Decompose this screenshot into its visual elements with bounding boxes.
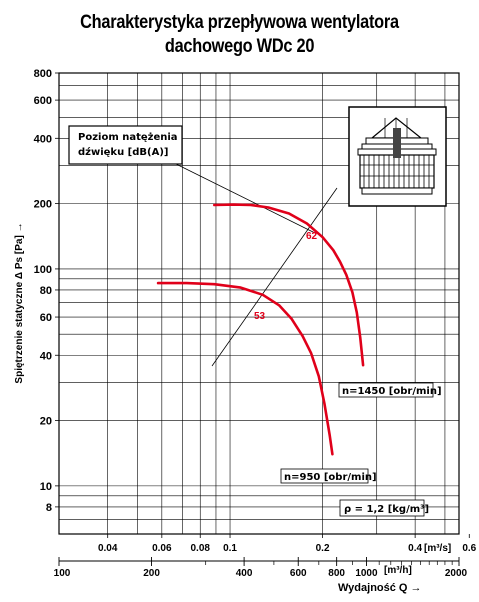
x-unit-m3h: [m³/h] bbox=[384, 565, 412, 576]
curve-series-1 bbox=[213, 203, 365, 367]
y-axis-label: Spiętrzenie statyczne Δ Ps [Pa] → bbox=[14, 222, 25, 383]
x-tick-label-m3s: 0.08 bbox=[191, 543, 211, 554]
y-tick-label: 8 bbox=[46, 502, 52, 514]
y-tick-label: 800 bbox=[34, 68, 52, 80]
y-tick-label: 10 bbox=[40, 481, 52, 493]
speed-label-box-1450 bbox=[338, 382, 434, 398]
speed-label-1450: n=1450 [obr/min] bbox=[342, 386, 442, 397]
x-tick-label-m3h: 2000 bbox=[445, 568, 468, 579]
y-tick-label: 100 bbox=[34, 264, 52, 276]
noise-box-line2: dźwięku [dB(A)] bbox=[78, 146, 168, 158]
x-tick-label-m3h: 800 bbox=[328, 568, 345, 579]
y-tick-label: 20 bbox=[40, 416, 52, 428]
chart-title-line2: dachowego WDc 20 bbox=[164, 36, 315, 57]
chart-title-line1: Charakterystyka przepływowa wentylatora bbox=[80, 12, 399, 33]
x-tick-label-m3h: 100 bbox=[54, 568, 71, 579]
x-tick-label-m3s: 0.1 bbox=[223, 543, 237, 554]
x-unit-m3s: [m³/s] bbox=[424, 543, 451, 554]
noise-box bbox=[68, 125, 183, 165]
x-tick-label-m3h: 600 bbox=[290, 568, 307, 579]
x-tick-label-m3h: 400 bbox=[236, 568, 253, 579]
speed-label-box-950 bbox=[280, 468, 369, 484]
x-tick-label-m3s: 0.06 bbox=[152, 543, 172, 554]
y-tick-label: 200 bbox=[34, 199, 52, 211]
x-tick-label-m3s: 0.04 bbox=[98, 543, 118, 554]
noise-label-62: 62 bbox=[306, 231, 318, 242]
noise-label-53: 53 bbox=[254, 311, 266, 322]
speed-label-950: n=950 [obr/min] bbox=[284, 472, 377, 483]
fan-icon bbox=[348, 106, 447, 207]
y-tick-label: 40 bbox=[40, 350, 52, 362]
x-tick-label-m3h: 1000 bbox=[355, 568, 378, 579]
density-label: ρ = 1,2 [kg/m³] bbox=[344, 504, 429, 515]
x-axis-label: Wydajność Q → bbox=[338, 582, 422, 594]
y-tick-label: 600 bbox=[34, 95, 52, 107]
x-tick-label-m3s: 0.4 bbox=[408, 543, 422, 554]
density-box bbox=[339, 499, 425, 517]
y-tick-label: 80 bbox=[40, 285, 52, 297]
y-tick-label: 400 bbox=[34, 133, 52, 145]
noise-reference-line bbox=[211, 187, 338, 367]
curve-series-2 bbox=[156, 281, 334, 456]
x-tick-label-m3s: 0.2 bbox=[316, 543, 330, 554]
y-tick-label: 60 bbox=[40, 312, 52, 324]
noise-box-line1: Poziom natężenia bbox=[78, 132, 178, 143]
x-tick-label-m3h: 200 bbox=[143, 568, 160, 579]
x-tick-label-m3s: 0.6 bbox=[462, 543, 476, 554]
noise-leader-line bbox=[171, 161, 316, 234]
